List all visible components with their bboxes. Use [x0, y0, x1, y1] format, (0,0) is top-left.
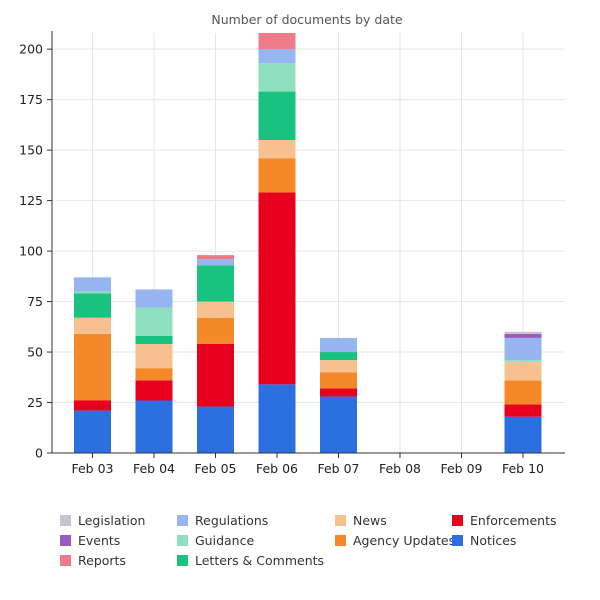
legend-swatch: [335, 534, 346, 546]
legend-swatch: [60, 534, 71, 546]
bar-segment: News: 9: [504, 362, 542, 381]
legend-item[interactable]: News: [335, 510, 387, 530]
bar-segment: Agency Updates: 8: [320, 372, 357, 389]
y-tick-label: 25: [27, 395, 43, 410]
axes: 0 25 50 75 100 125 150 175 200 Feb 03 Feb 04 Feb 05…: [19, 31, 565, 476]
bar-segment: Agency Updates: 17: [258, 158, 296, 193]
legend-label: Reports: [78, 552, 126, 568]
bar-segment: Guidance: 14: [258, 63, 296, 92]
chart-title: Number of documents by date: [211, 12, 403, 27]
bars: Notices: 21Enforcements: 5Agency Updates…: [74, 33, 542, 453]
legend-item[interactable]: Legislation: [60, 510, 145, 530]
legend-item[interactable]: Guidance: [177, 530, 254, 550]
legend-label: Notices: [470, 532, 517, 548]
bar-segment: Letters & Comments: 24: [258, 91, 296, 141]
legend-swatch: [177, 554, 188, 566]
legend-item[interactable]: Reports: [60, 550, 126, 570]
bar-segment: Letters & Comments: 4: [135, 335, 173, 344]
bar-segment: Notices: 34: [258, 384, 296, 453]
legend-label: Regulations: [195, 512, 269, 528]
y-tick-label: 150: [19, 143, 43, 158]
stacked-bar-chart: Number of documents by date Notices: 21E…: [19, 12, 565, 476]
legend-label: Agency Updates: [353, 532, 456, 548]
legend-label: Enforcements: [470, 512, 557, 528]
legend-swatch: [177, 534, 188, 546]
bar-segment: Agency Updates: 6: [135, 368, 173, 381]
bar-segment: Regulations: 7: [258, 49, 296, 64]
legend-swatch: [60, 514, 71, 526]
bar-segment: Legislation: 1: [504, 331, 542, 334]
bar-segment: News: 12: [135, 343, 173, 369]
bar-segment: Reports: 2: [197, 255, 234, 260]
gridlines: [52, 33, 565, 453]
legend-item[interactable]: Letters & Comments: [177, 550, 324, 570]
bar-segment: Letters & Comments: 4: [320, 352, 357, 361]
y-tick-label: 125: [19, 193, 43, 208]
bar-segment: Notices: 26: [135, 400, 173, 453]
x-tick-label: Feb 03: [71, 461, 113, 476]
bar-segment: Guidance: 14: [135, 307, 173, 336]
bar-segment: Enforcements: 31: [197, 343, 234, 407]
bar-segment: Agency Updates: 12: [504, 380, 542, 405]
x-tick-label: Feb 05: [194, 461, 236, 476]
legend-item[interactable]: Enforcements: [452, 510, 557, 530]
y-tick-label: 100: [19, 244, 43, 259]
y-tick-label: 50: [27, 345, 43, 360]
x-tick-label: Feb 10: [502, 461, 544, 476]
bar-segment: Enforcements: 6: [504, 404, 542, 417]
x-tick-label: Feb 04: [133, 461, 175, 476]
legend-label: Legislation: [78, 512, 146, 528]
bar-segment: Notices: 21: [74, 410, 111, 453]
legend-swatch: [452, 514, 463, 526]
legend-item[interactable]: Events: [60, 530, 120, 550]
bar-segment: Reports: 8: [258, 33, 296, 50]
legend-label: Letters & Comments: [195, 552, 325, 568]
y-tick-label: 175: [19, 92, 43, 107]
legend-label: Guidance: [195, 532, 255, 548]
x-tick-label: Feb 07: [317, 461, 359, 476]
bar-segment: News: 9: [258, 140, 296, 159]
bar-segment: News: 6: [320, 360, 357, 373]
bar-segment: Notices: 23: [197, 406, 234, 453]
bar-segment: Notices: 18: [504, 416, 542, 453]
bar-segment: Regulations: 7: [74, 277, 111, 292]
bar-segment: Notices: 28: [320, 396, 357, 453]
bar-segment: News: 8: [197, 301, 234, 318]
legend: Legislation Events Reports Regulations Guida…: [60, 510, 580, 580]
legend-swatch: [335, 514, 346, 526]
bar-segment: Agency Updates: 13: [197, 317, 234, 344]
y-tick-label: 75: [27, 294, 43, 309]
y-tick-label: 200: [19, 42, 43, 57]
bar-segment: Enforcements: 4: [320, 388, 357, 397]
bar-segment: Enforcements: 5: [74, 400, 111, 411]
bar-segment: Agency Updates: 33: [74, 333, 111, 401]
bar-segment: Enforcements: 10: [135, 380, 173, 401]
legend-swatch: [60, 554, 71, 566]
bar-segment: Regulations: 7: [320, 337, 357, 353]
legend-label: Events: [78, 532, 121, 548]
legend-item[interactable]: Regulations: [177, 510, 268, 530]
bar-segment: Letters & Comments: 18: [197, 265, 234, 302]
legend-item[interactable]: Agency Updates: [335, 530, 455, 550]
x-tick-label: Feb 06: [256, 461, 298, 476]
legend-item[interactable]: Notices: [452, 530, 516, 550]
bar-segment: Regulations: 11: [504, 337, 542, 361]
x-tick-label: Feb 08: [379, 461, 421, 476]
legend-swatch: [452, 534, 463, 546]
bar-segment: Events: 2: [504, 333, 542, 338]
bar-segment: Guidance: 1: [504, 360, 542, 363]
bar-segment: Regulations: 9: [135, 289, 173, 308]
x-tick-label: Feb 09: [440, 461, 482, 476]
bar-segment: News: 8: [74, 317, 111, 334]
legend-swatch: [177, 514, 188, 526]
y-tick-label: 0: [35, 446, 43, 461]
bar-segment: Regulations: 3: [197, 259, 234, 266]
bar-segment: Enforcements: 95: [258, 192, 296, 385]
legend-label: News: [353, 512, 387, 528]
bar-segment: Letters & Comments: 12: [74, 293, 111, 318]
bar-segment: Guidance: 1: [74, 291, 111, 294]
